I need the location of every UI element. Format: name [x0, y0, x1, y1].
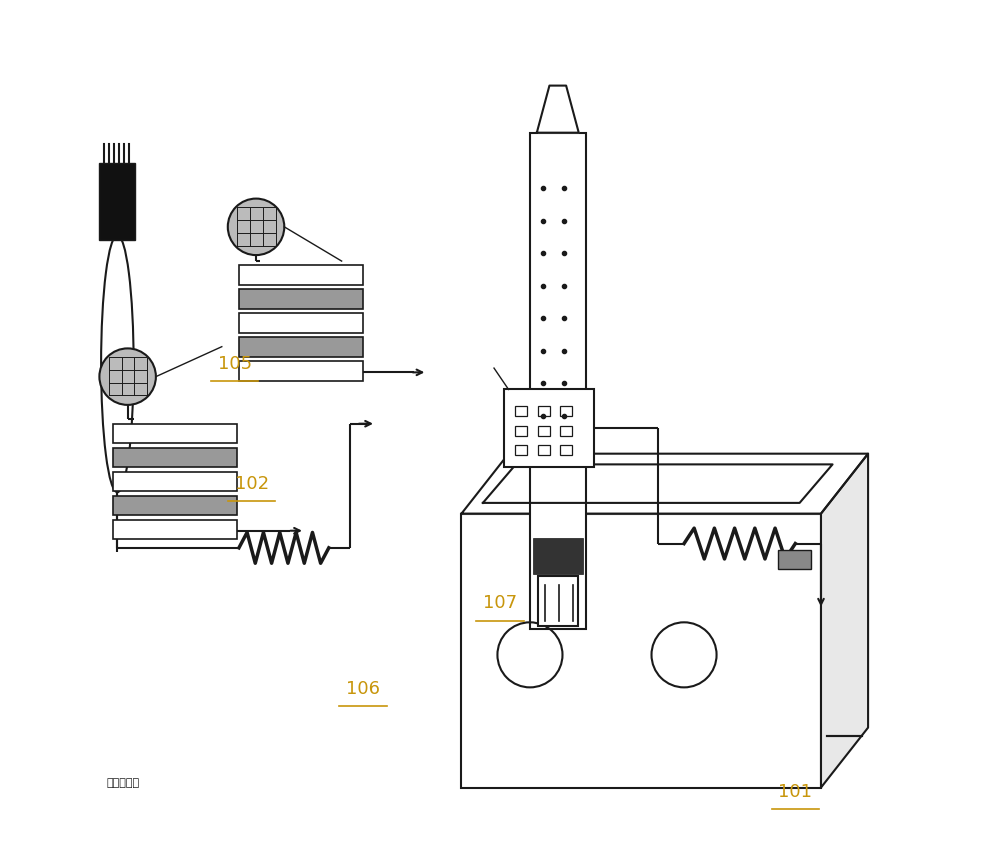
- Bar: [778, 550, 811, 569]
- Text: 102: 102: [235, 474, 269, 493]
- Circle shape: [228, 199, 284, 255]
- Bar: [560, 406, 572, 416]
- Bar: [99, 163, 135, 240]
- Bar: [538, 406, 550, 416]
- Bar: [538, 576, 578, 626]
- Polygon shape: [821, 454, 868, 788]
- Text: 口腔清洁器: 口腔清洁器: [106, 778, 139, 788]
- Bar: [504, 389, 594, 467]
- Bar: [113, 424, 237, 443]
- Polygon shape: [461, 454, 868, 514]
- Bar: [515, 406, 527, 416]
- Text: 107: 107: [483, 594, 517, 613]
- Bar: [239, 361, 363, 381]
- Bar: [113, 448, 237, 467]
- Bar: [239, 265, 363, 285]
- Bar: [538, 445, 550, 455]
- Text: 106: 106: [346, 680, 380, 698]
- Bar: [113, 496, 237, 515]
- Bar: [560, 445, 572, 455]
- Bar: [113, 520, 237, 539]
- Bar: [533, 538, 583, 574]
- Bar: [560, 425, 572, 436]
- Bar: [239, 313, 363, 333]
- Bar: [530, 133, 586, 629]
- Bar: [515, 445, 527, 455]
- Bar: [538, 425, 550, 436]
- Bar: [461, 514, 821, 788]
- Bar: [515, 425, 527, 436]
- Polygon shape: [537, 86, 579, 133]
- Bar: [239, 337, 363, 357]
- Bar: [239, 289, 363, 309]
- Text: 105: 105: [218, 354, 252, 373]
- Circle shape: [99, 348, 156, 405]
- Bar: [113, 472, 237, 491]
- Text: 101: 101: [778, 782, 812, 801]
